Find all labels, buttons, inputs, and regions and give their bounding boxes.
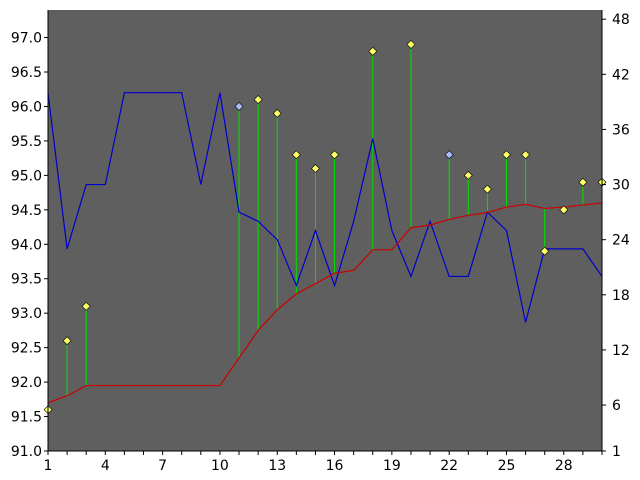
- data-point: [521, 150, 531, 160]
- y-left-tick-label: 97.0: [11, 31, 42, 47]
- data-point: [253, 95, 263, 105]
- series-line-blue: [47, 92, 603, 323]
- data-point: [502, 150, 511, 160]
- x-tick-label: 28: [555, 458, 573, 474]
- data-point: [540, 246, 550, 256]
- x-tick-label: 7: [158, 458, 167, 474]
- data-point: [559, 205, 569, 215]
- y-left-tick-label: 95.5: [11, 134, 42, 150]
- y-left-tick-label: 95.0: [11, 168, 42, 184]
- data-point: [578, 177, 588, 187]
- data-point: [463, 170, 473, 180]
- tick-labels: 91.0 91.5 92.0 92.5 93.0 93.5 94.0 94.5 95.0 95.5…: [11, 12, 630, 474]
- x-tick-label: 1: [44, 458, 53, 474]
- data-point: [272, 108, 282, 118]
- data-point: [330, 150, 339, 160]
- y-right-tick-label: 1: [612, 444, 621, 460]
- marker-points: [43, 40, 607, 415]
- y-right-tick-label: 36: [612, 122, 630, 138]
- x-tick-label: 19: [383, 458, 401, 474]
- y-left-tick-label: 93.0: [11, 306, 42, 322]
- y-right-tick-label: 42: [612, 67, 630, 83]
- data-point: [311, 164, 320, 173]
- x-tick-label: 10: [211, 458, 229, 474]
- y-left-tick-label: 91.0: [11, 444, 42, 460]
- y-left-tick-label: 96.0: [11, 99, 42, 115]
- x-tick-label: 16: [326, 458, 344, 474]
- y-right-tick-label: 24: [612, 233, 630, 249]
- data-point: [368, 46, 378, 56]
- x-tick-label: 22: [440, 458, 458, 474]
- y-right-tick-label: 48: [612, 12, 630, 28]
- x-tick-label: 13: [268, 458, 286, 474]
- y-right-tick-label: 12: [612, 343, 630, 359]
- axes: [44, 10, 606, 455]
- y-left-tick-label: 94.5: [11, 203, 42, 219]
- y-right-tick-label: 30: [612, 178, 630, 194]
- y-left-tick-label: 92.0: [11, 375, 42, 391]
- y-left-tick-label: 91.5: [11, 410, 42, 426]
- y-left-tick-label: 92.5: [11, 341, 42, 357]
- y-right-tick-label: 6: [612, 398, 621, 414]
- x-tick-label: 4: [101, 458, 110, 474]
- data-point: [444, 150, 454, 160]
- x-tick-label: 25: [498, 458, 516, 474]
- y-left-tick-label: 96.5: [11, 65, 42, 81]
- plot-background: [48, 10, 602, 451]
- y-left-tick-label: 94.0: [11, 237, 42, 253]
- series-lines: [47, 92, 603, 404]
- data-point: [62, 336, 72, 346]
- series-line-red: [47, 202, 603, 404]
- data-point: [291, 150, 301, 160]
- data-point: [482, 184, 492, 194]
- data-point: [406, 40, 416, 49]
- data-point: [81, 301, 91, 311]
- y-left-tick-label: 93.5: [11, 272, 42, 288]
- y-right-tick-label: 18: [612, 288, 630, 304]
- data-point: [234, 102, 244, 111]
